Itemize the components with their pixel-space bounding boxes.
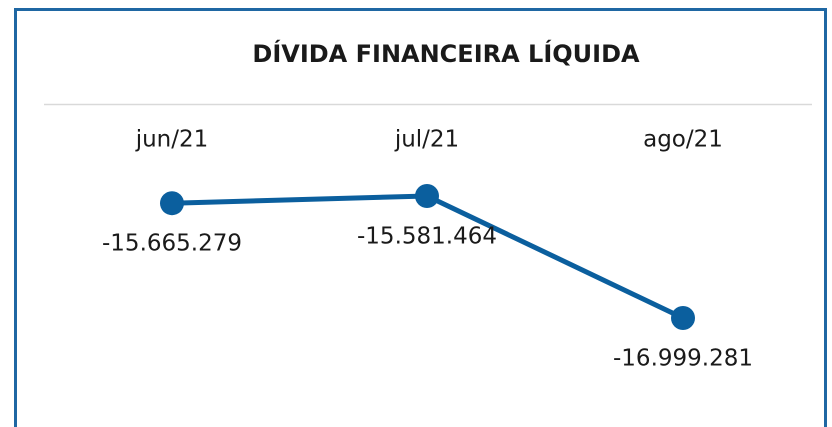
x-tick-label: ago/21 xyxy=(643,127,723,153)
frame xyxy=(14,8,827,427)
value-label: -16.999.281 xyxy=(613,346,753,372)
chart-title: DÍVIDA FINANCEIRA LÍQUIDA xyxy=(252,39,640,68)
x-tick-label: jun/21 xyxy=(135,127,209,153)
value-label: -15.665.279 xyxy=(102,231,242,257)
line xyxy=(171,193,685,321)
x-tick-label: jul/21 xyxy=(394,127,459,153)
point xyxy=(160,191,184,216)
value-label: -15.581.464 xyxy=(357,224,497,250)
point xyxy=(671,306,695,330)
point xyxy=(415,184,439,208)
